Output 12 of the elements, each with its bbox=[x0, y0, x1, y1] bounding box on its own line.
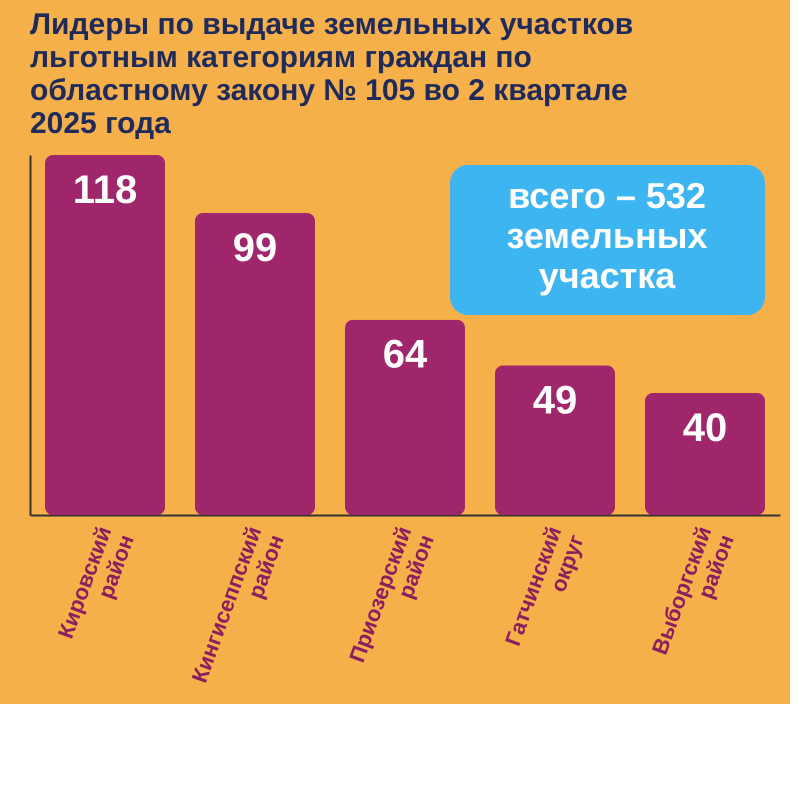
bar bbox=[195, 212, 315, 515]
bar bbox=[645, 392, 765, 515]
chart-title: Лидеры по выдаче земельных участков льготным категориям граждан по областному закону № 105 во 2 квартале 2025 года bbox=[30, 8, 634, 140]
bar bbox=[45, 155, 165, 515]
annotation: всего – 532 земельных участка bbox=[506, 175, 708, 296]
data-label: 118 bbox=[72, 168, 138, 212]
bar bbox=[495, 366, 615, 515]
data-label: 64 bbox=[382, 332, 428, 377]
data-label: 49 bbox=[532, 378, 578, 423]
data-label: 40 bbox=[682, 406, 728, 450]
data-label: 99 bbox=[232, 226, 278, 270]
bar bbox=[345, 320, 465, 515]
